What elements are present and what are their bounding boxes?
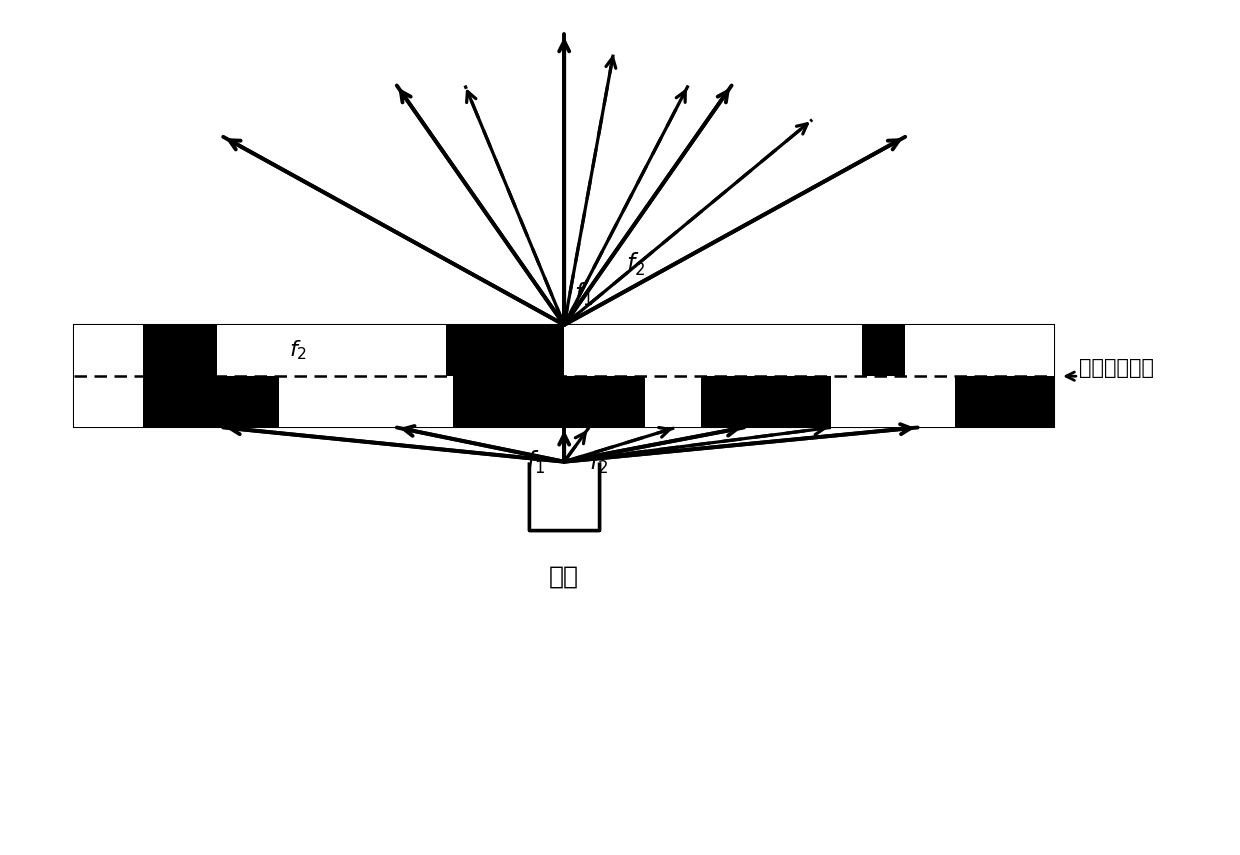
Bar [564,325,862,376]
Bar [74,376,1054,428]
Bar [74,325,1054,428]
Text: $f_1$: $f_1$ [574,280,593,308]
Text: $f_2$: $f_2$ [289,339,306,363]
Bar [955,376,1054,428]
Bar [701,376,831,428]
Bar [905,325,1054,376]
Text: 双频衍射区板: 双频衍射区板 [1079,357,1153,378]
Polygon shape [529,462,599,530]
Bar [453,376,645,428]
Text: $f_1$: $f_1$ [527,449,546,476]
Text: $f_1$: $f_1$ [512,394,529,418]
Bar [143,376,279,428]
Bar [74,325,143,376]
Text: 馈源: 馈源 [549,564,579,588]
Bar [217,325,446,376]
Text: $f_2$: $f_2$ [626,251,645,278]
Text: $f_2$: $f_2$ [589,449,608,476]
